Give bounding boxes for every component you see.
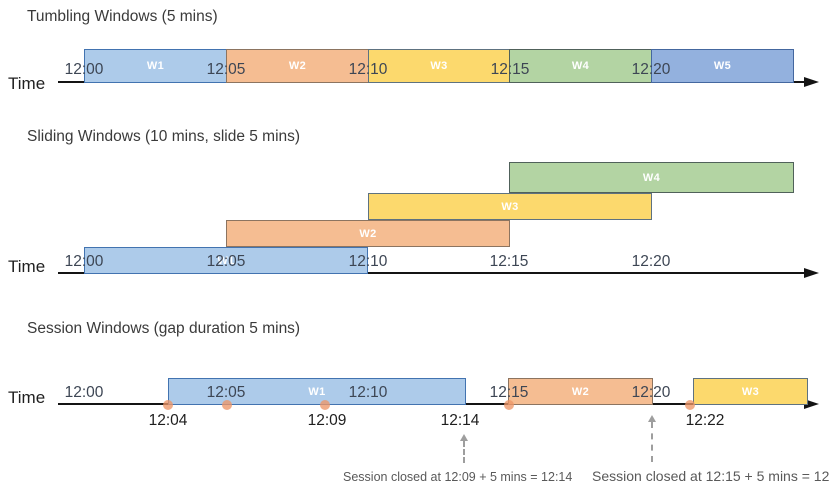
axis-tick-label: 12:15 [489,384,529,401]
time-axis-label: Time [8,257,46,276]
time-axis-line [58,272,806,274]
section-title: Session Windows (gap duration 5 mins) [27,320,301,337]
time-axis-arrowhead [804,267,819,278]
session-annotation: Session closed at 12:09 + 5 mins = 12:14 [343,470,573,484]
window-box-w2: W2 [226,220,510,247]
axis-tick-label: 12:10 [348,384,388,401]
section-title: Tumbling Windows (5 mins) [27,8,218,25]
window-box-w4: W4 [509,49,652,83]
axis-tick-label: 12:00 [64,253,104,270]
axis-tick-label: 12:05 [206,61,246,78]
window-label: W3 [741,385,760,398]
window-label: W1 [308,385,326,398]
annotation-arrow-stem [651,422,653,462]
window-label: W2 [359,227,377,240]
event-time-label: 12:22 [685,412,725,429]
event-dot [504,400,514,410]
annotation-arrow-head [460,434,468,441]
window-box-w5: W5 [651,49,794,83]
axis-tick-label: 12:05 [206,384,246,401]
session-annotation: Session closed at 12:15 + 5 mins = 12:20 [592,468,829,484]
window-box-w4: W4 [509,162,794,193]
window-label: W2 [288,60,307,72]
window-label: W1 [146,60,165,72]
axis-tick-label: 12:00 [64,384,104,401]
event-dot [320,400,330,410]
section-title: Sliding Windows (10 mins, slide 5 mins) [27,128,301,145]
event-dot [685,400,695,410]
axis-tick-label: 12:10 [348,61,388,78]
window-label: W2 [571,385,590,398]
time-axis-label: Time [8,74,46,93]
axis-tick-label: 12:20 [631,384,671,401]
window-box-w2: W2 [226,49,369,83]
event-time-label: 12:09 [307,412,347,429]
event-time-label: 12:14 [440,412,480,429]
window-box-w3: W3 [368,193,652,220]
window-box-w1: W1 [168,378,466,405]
window-box-w2: W2 [508,378,653,405]
window-box-w3: W3 [693,378,808,405]
window-label: W4 [571,60,590,72]
time-axis-arrowhead [804,398,819,409]
window-box-w1: W1 [84,247,368,274]
annotation-arrow-stem [463,441,465,463]
time-axis-label: Time [8,388,46,407]
window-label: W5 [713,60,732,72]
annotation-arrow-head [648,415,656,422]
axis-tick-label: 12:10 [348,253,388,270]
axis-tick-label: 12:20 [631,253,671,270]
axis-tick-label: 12:15 [490,61,530,78]
window-box-w1: W1 [84,49,227,83]
event-dot [163,400,173,410]
window-label: W1 [217,254,235,267]
time-axis-arrowhead [804,76,819,87]
event-dot [222,400,232,410]
axis-tick-label: 12:20 [631,61,671,78]
window-label: W3 [501,200,519,213]
axis-tick-label: 12:15 [489,253,529,270]
axis-tick-label: 12:00 [64,61,104,78]
axis-tick-label: 12:05 [206,253,246,270]
window-box-w3: W3 [368,49,510,83]
event-time-label: 12:04 [148,412,188,429]
window-label: W4 [642,171,661,184]
window-label: W3 [430,60,448,72]
